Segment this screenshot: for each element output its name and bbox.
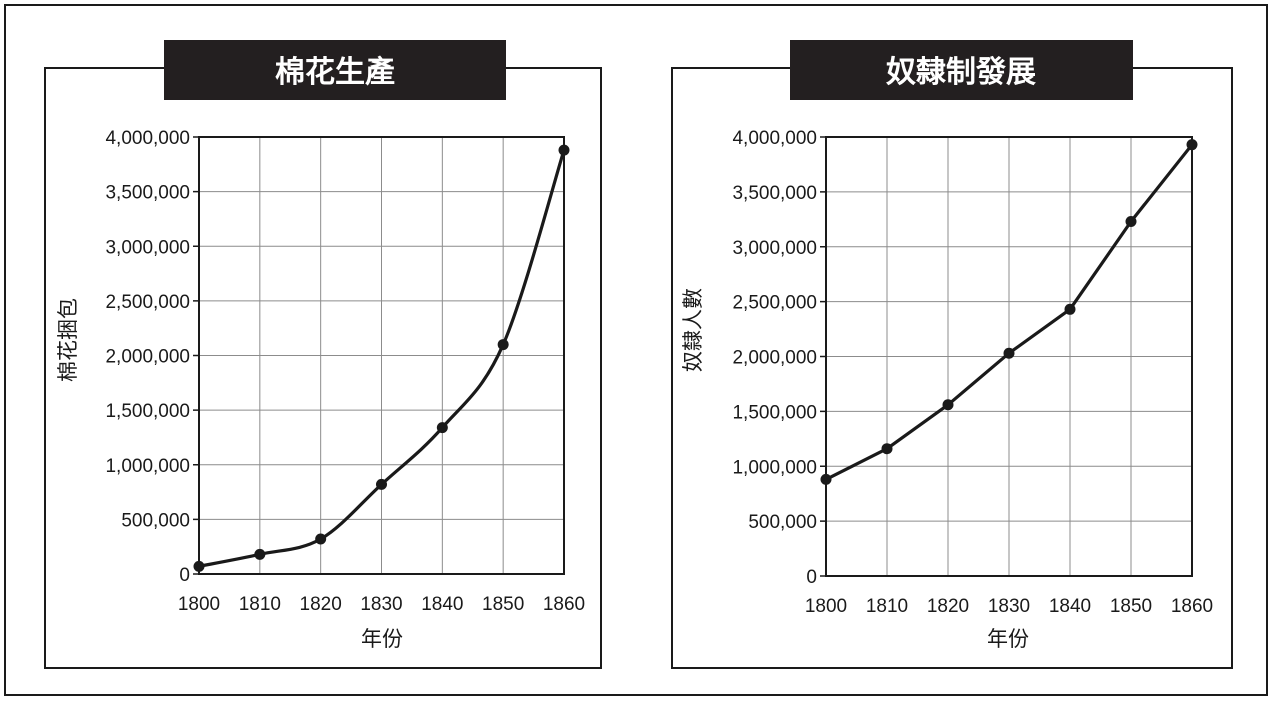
cotton-x-tick-label: 1850 bbox=[482, 594, 524, 615]
cotton-y-tick-label: 500,000 bbox=[121, 510, 190, 531]
slavery-x-tick-label: 1850 bbox=[1110, 596, 1152, 617]
cotton-y-axis-label: 棉花捆包 bbox=[57, 298, 80, 382]
cotton-y-tick-label: 4,000,000 bbox=[105, 128, 190, 149]
cotton-x-tick-label: 1860 bbox=[543, 594, 585, 615]
cotton-data-point bbox=[497, 339, 509, 351]
cotton-data-point bbox=[376, 478, 387, 490]
slavery-y-axis-label: 奴隸人數 bbox=[682, 288, 705, 372]
cotton-grid: 1800 1810 1820 1830 1840 1850 1860 0 500,000 1,00… bbox=[105, 128, 585, 615]
cotton-x-tick-label: 1820 bbox=[300, 594, 342, 615]
cotton-x-tick-label: 1810 bbox=[239, 594, 281, 615]
cotton-data-point bbox=[436, 422, 448, 434]
cotton-chart-title: 棉花生產 bbox=[275, 55, 395, 90]
slavery-y-tick-label: 2,500,000 bbox=[732, 293, 817, 314]
slavery-y-tick-label: 3,500,000 bbox=[732, 183, 817, 204]
slavery-data-point bbox=[1003, 347, 1015, 359]
cotton-x-tick-label: 1800 bbox=[178, 594, 220, 615]
slavery-grid: 1800 1810 1820 1830 1840 1850 1860 0 500,000 1,00… bbox=[732, 128, 1213, 617]
slavery-data-point bbox=[1125, 216, 1137, 228]
slavery-x-tick-label: 1840 bbox=[1049, 596, 1091, 617]
slavery-y-tick-label: 0 bbox=[806, 567, 817, 588]
slavery-y-tick-label: 1,500,000 bbox=[732, 402, 817, 423]
outer-frame bbox=[4, 4, 1268, 696]
cotton-series-line bbox=[198, 149, 566, 568]
slavery-x-tick-label: 1820 bbox=[927, 596, 969, 617]
cotton-y-tick-label: 3,500,000 bbox=[105, 183, 190, 204]
slavery-x-tick-label: 1800 bbox=[805, 596, 847, 617]
cotton-y-tick-label: 1,000,000 bbox=[105, 456, 190, 477]
cotton-title-banner bbox=[164, 40, 506, 100]
cotton-x-tick-label: 1840 bbox=[421, 594, 463, 615]
cotton-data-point bbox=[315, 533, 327, 545]
cotton-x-tick-label: 1830 bbox=[360, 594, 402, 615]
cotton-panel: 棉花生產 1800 1810 1820 1830 1840 1850 1860 0 500,00… bbox=[44, 40, 602, 669]
cotton-panel-frame bbox=[44, 67, 602, 669]
slavery-title-banner bbox=[790, 40, 1133, 100]
cotton-y-tick-label: 2,000,000 bbox=[105, 347, 190, 368]
slavery-chart-title: 奴隸制發展 bbox=[886, 55, 1036, 90]
slavery-y-tick-label: 2,000,000 bbox=[732, 348, 817, 369]
slavery-y-tick-label: 1,000,000 bbox=[732, 457, 817, 478]
slavery-plot-area bbox=[825, 136, 1193, 577]
slavery-y-tick-label: 3,000,000 bbox=[732, 238, 817, 259]
slavery-x-tick-label: 1860 bbox=[1171, 596, 1213, 617]
slavery-data-point bbox=[1186, 139, 1198, 151]
slavery-data-point bbox=[942, 399, 954, 411]
cotton-x-axis-label: 年份 bbox=[361, 628, 403, 651]
cotton-y-tick-label: 2,500,000 bbox=[105, 292, 190, 313]
slavery-y-tick-label: 4,000,000 bbox=[732, 128, 817, 149]
slavery-data-point bbox=[1064, 303, 1076, 315]
cotton-y-tick-label: 1,500,000 bbox=[105, 401, 190, 422]
slavery-y-tick-label: 500,000 bbox=[748, 512, 817, 533]
slavery-data-point bbox=[881, 443, 893, 455]
cotton-plot-area bbox=[198, 136, 565, 575]
slavery-panel: 奴隸制發展 1800 1810 1820 1830 1840 1850 1860 0 500,0… bbox=[671, 40, 1233, 669]
cotton-y-tick-label: 3,000,000 bbox=[105, 237, 190, 258]
cotton-data-point bbox=[558, 144, 570, 156]
cotton-y-tick-label: 0 bbox=[179, 565, 190, 586]
cotton-data-point bbox=[254, 548, 266, 560]
slavery-data-point bbox=[820, 473, 832, 485]
slavery-x-tick-label: 1810 bbox=[866, 596, 908, 617]
slavery-x-axis-label: 年份 bbox=[987, 628, 1029, 651]
slavery-x-tick-label: 1830 bbox=[988, 596, 1030, 617]
cotton-data-point bbox=[193, 560, 205, 572]
